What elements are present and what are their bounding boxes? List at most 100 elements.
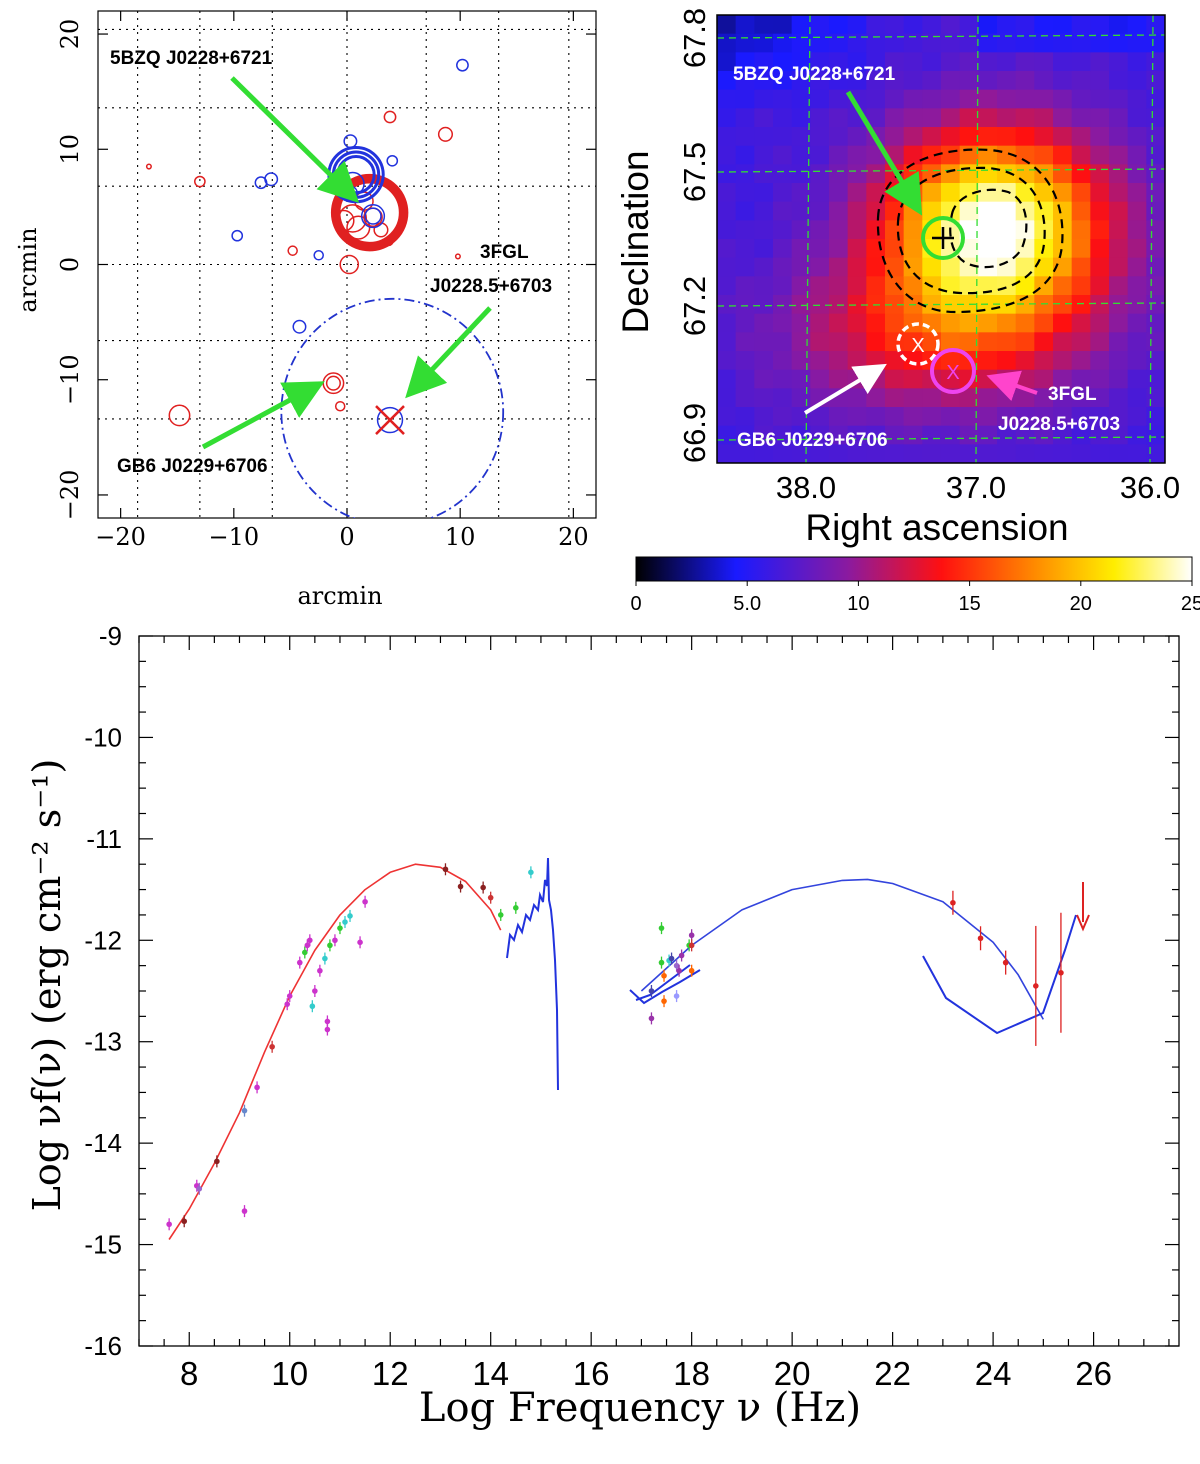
sed-point — [317, 967, 323, 974]
count-map-cell — [1109, 52, 1129, 72]
count-map-cell — [903, 444, 923, 463]
count-map-cell — [1090, 332, 1110, 352]
colorbar-tick-label: 0 — [630, 593, 641, 615]
count-map-cell — [1015, 332, 1035, 352]
count-map-cell — [754, 332, 774, 352]
count-map-cell — [754, 407, 774, 427]
sed-point — [661, 998, 667, 1004]
count-map-cell — [885, 351, 905, 371]
sky-map-grid — [98, 11, 596, 518]
count-map-cell — [1053, 33, 1073, 53]
count-map-cell — [735, 108, 755, 128]
count-map-cell — [717, 388, 737, 408]
sed-panel: 8 10 12 14 16 18 20 22 24 26 -9 -10 -11 -12 -13 -14 -15… — [25, 621, 1180, 1431]
count-map-cell — [997, 257, 1017, 277]
count-map-cell — [1071, 295, 1091, 315]
sed-point — [304, 942, 311, 949]
count-map-cell — [997, 164, 1017, 184]
sky-map-blue-source — [292, 319, 307, 334]
count-map-cell — [1053, 425, 1073, 445]
count-map-cell — [1015, 276, 1035, 296]
sed-point — [357, 939, 363, 946]
count-map-cell — [1127, 407, 1147, 427]
sky-map-panel: −20 −10 0 10 20 20 10 0 −10 −20 arcmin arcmin 5B… — [14, 10, 597, 610]
count-map-cell — [847, 220, 867, 240]
count-map-cell — [997, 33, 1017, 53]
count-map-cell — [1034, 108, 1054, 128]
count-map-cell — [1090, 220, 1110, 240]
sed-inverse-compton-model — [640, 878, 1044, 1020]
count-map-cell — [717, 71, 737, 91]
count-map-cell — [885, 239, 905, 259]
sed-point — [362, 898, 368, 905]
count-map-cell — [941, 71, 961, 91]
count-map-cell — [885, 369, 905, 389]
count-map-cell — [1127, 15, 1147, 35]
count-map-cell — [1071, 145, 1091, 165]
count-map-cell — [978, 220, 998, 240]
count-map-cell — [1015, 239, 1035, 259]
count-map-cell — [903, 257, 923, 277]
count-map-cell — [1109, 444, 1129, 463]
count-map-cell — [1034, 145, 1054, 165]
count-map-cell — [1034, 276, 1054, 296]
count-map-cell — [922, 239, 942, 259]
count-map-cell — [847, 257, 867, 277]
count-map-cell — [1015, 183, 1035, 203]
sky-map-fgl-error-ellipse — [280, 297, 505, 518]
count-map-cell — [1109, 369, 1129, 389]
count-map-cell — [1127, 295, 1147, 315]
count-map-cell — [1015, 71, 1035, 91]
count-map-cell — [1127, 257, 1147, 277]
count-map-cell — [922, 388, 942, 408]
count-map-cell — [1071, 220, 1091, 240]
count-map-gb6-circle — [896, 322, 940, 366]
count-map-cell — [903, 369, 923, 389]
sed-point — [337, 925, 343, 931]
count-map-cell — [903, 89, 923, 109]
count-map-cell — [978, 89, 998, 109]
count-map-cell — [997, 89, 1017, 109]
count-map-cell — [1109, 388, 1129, 408]
count-map-cell — [959, 15, 979, 35]
sky-map-blue-source — [364, 207, 382, 225]
count-map-cell — [959, 313, 979, 333]
sed-point — [673, 993, 680, 999]
count-map-cell — [866, 444, 886, 463]
count-map-cell — [922, 15, 942, 35]
count-map-cell — [847, 295, 867, 315]
count-map-cell — [1127, 145, 1147, 165]
sky-map-blue-source — [343, 134, 358, 149]
count-map-cell — [903, 220, 923, 240]
sky-map-red-source — [454, 253, 461, 260]
count-map-cell — [1127, 332, 1147, 352]
count-map-cell — [941, 183, 961, 203]
count-map-cell — [1127, 388, 1147, 408]
sed-point — [324, 1018, 331, 1025]
count-map-cell — [997, 444, 1017, 463]
sed-point — [1033, 983, 1039, 989]
sed-point — [658, 959, 665, 966]
sky-map-xtick-label: 10 — [445, 523, 476, 551]
count-map-cell — [1090, 127, 1110, 147]
count-map-cell — [735, 351, 755, 371]
count-map-cell — [1146, 33, 1165, 53]
count-map-frame — [716, 14, 1166, 464]
count-map-cell — [866, 332, 886, 352]
count-map-cell — [1071, 71, 1091, 91]
count-map-gb6-arrow — [803, 363, 887, 415]
count-map-cell — [1109, 295, 1129, 315]
count-map-cell — [754, 89, 774, 109]
count-map-cell — [1071, 183, 1091, 203]
count-map-cell — [735, 52, 755, 72]
sed-ytick-label: -16 — [84, 1331, 122, 1361]
count-map-cell — [922, 33, 942, 53]
count-map-cell — [903, 15, 923, 35]
count-map-cell — [791, 295, 811, 315]
count-map-cell — [791, 220, 811, 240]
count-map-xtick-1: 37.0 — [946, 470, 1006, 505]
count-map-cell — [1127, 183, 1147, 203]
count-map-cell — [1053, 89, 1073, 109]
count-map-cell — [1071, 425, 1091, 445]
sed-data-points — [166, 863, 1064, 1231]
